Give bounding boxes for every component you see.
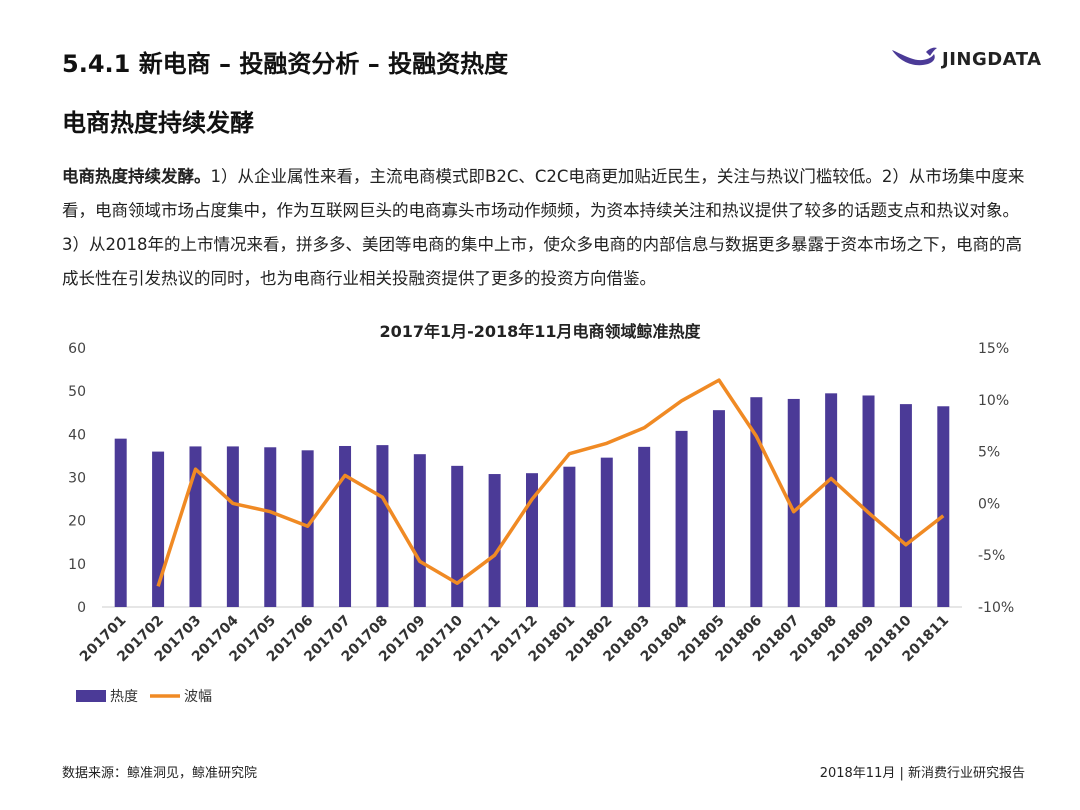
bar-heat xyxy=(899,404,912,607)
page-heading: 电商热度持续发酵 xyxy=(62,109,254,137)
bar-heat xyxy=(563,466,576,607)
bar-heat xyxy=(937,406,950,607)
heat-chart: 2017年1月-2018年11月电商领域鲸准热度 0 10 20 30 40 50 60 -10… xyxy=(68,322,1014,705)
y-left-tick-label: 0 xyxy=(77,600,86,616)
y-right-tick-label: -10% xyxy=(978,600,1014,616)
bar-heat xyxy=(114,438,127,607)
jingdata-logo: JINGDATA xyxy=(890,44,1041,76)
y-right-tick-label: -5% xyxy=(978,548,1005,564)
legend-label-heat: 热度 xyxy=(110,689,138,705)
legend-swatch-heat xyxy=(76,690,106,702)
whale-logo-icon xyxy=(892,47,937,66)
y-right-tick-label: 5% xyxy=(978,445,1000,461)
y-left-tick-label: 30 xyxy=(68,471,86,487)
y-right-tick-label: 10% xyxy=(978,393,1009,409)
paragraph-lead: 电商热度持续发酵。 xyxy=(62,167,211,186)
bar-heat xyxy=(451,465,464,607)
y-left-tick-label: 40 xyxy=(68,427,86,443)
data-source: 数据来源：鲸准洞见，鲸准研究院 xyxy=(62,766,258,781)
line-volatility xyxy=(156,378,945,587)
bar-heat xyxy=(825,393,838,607)
bar-heat xyxy=(413,454,426,607)
bar-heat xyxy=(638,446,651,607)
chart-title: 2017年1月-2018年11月电商领域鲸准热度 xyxy=(379,322,701,341)
bar-heat xyxy=(264,447,277,607)
legend-label-volatility: 波幅 xyxy=(184,689,212,705)
y-right-tick-label: 0% xyxy=(978,496,1000,512)
paragraph-body: 1）从企业属性来看，主流电商模式即B2C、C2C电商更加贴近民生，关注与热议门槛… xyxy=(62,167,1025,288)
bar-heat xyxy=(712,410,725,607)
report-info: 2018年11月 | 新消费行业研究报告 xyxy=(819,766,1025,781)
bar-heat xyxy=(339,445,352,607)
y-left-tick-label: 10 xyxy=(68,557,86,573)
section-title: 5.4.1 新电商 – 投融资分析 – 投融资热度 xyxy=(62,50,509,78)
bar-heat xyxy=(675,430,688,607)
bar-heat xyxy=(226,446,239,607)
y-left-tick-label: 20 xyxy=(68,514,86,530)
bar-heat xyxy=(787,398,800,607)
bar-heat xyxy=(862,395,875,607)
y-left-tick-label: 50 xyxy=(68,384,86,400)
logo-text: JINGDATA xyxy=(942,49,1042,70)
bar-heat xyxy=(488,474,501,607)
y-left-tick-label: 60 xyxy=(68,341,86,357)
bar-heat xyxy=(750,397,763,607)
bar-heat xyxy=(600,457,613,607)
body-paragraph: 电商热度持续发酵。1）从企业属性来看，主流电商模式即B2C、C2C电商更加贴近民… xyxy=(62,160,1032,296)
bar-heat xyxy=(152,451,165,607)
bar-heat xyxy=(376,445,389,607)
bar-heat xyxy=(301,450,314,607)
y-right-tick-label: 15% xyxy=(978,341,1009,357)
bar-heat xyxy=(189,446,202,607)
